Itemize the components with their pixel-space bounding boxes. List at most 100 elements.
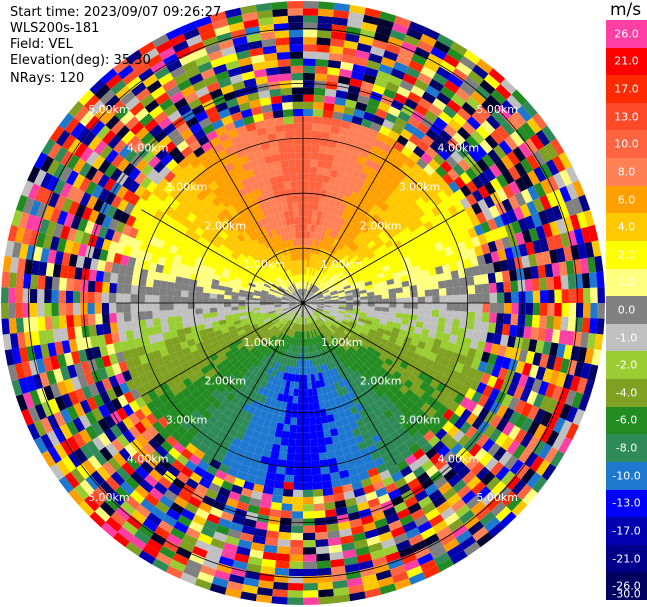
velocity-gate [412,448,426,461]
velocity-gate [202,409,213,421]
velocity-gate [303,159,311,167]
velocity-gate [439,256,449,266]
velocity-gate [236,256,245,264]
velocity-gate [401,318,410,326]
velocity-gate [256,361,264,370]
velocity-gate [443,468,457,482]
velocity-gate [180,398,191,409]
velocity-gate [581,272,591,289]
velocity-gate [472,64,489,80]
velocity-gate [61,340,71,354]
velocity-gate [243,273,252,280]
velocity-gate [411,431,424,443]
velocity-gate [327,220,334,230]
velocity-gate [530,265,539,279]
velocity-gate [307,316,311,324]
velocity-gate [339,275,347,282]
velocity-gate [361,21,378,33]
velocity-gate [309,323,314,331]
velocity-gate [153,325,163,335]
velocity-gate [417,340,427,350]
velocity-gate [205,447,217,459]
velocity-gate [443,124,457,138]
velocity-gate [340,61,354,71]
velocity-gate [68,390,80,406]
velocity-gate [94,104,110,121]
velocity-gate [364,587,382,599]
velocity-gate [420,65,436,79]
velocity-gate [477,233,488,246]
velocity-gate [238,464,250,474]
velocity-gate [215,265,225,273]
velocity-gate [312,239,317,247]
velocity-gate [297,353,301,361]
velocity-gate [270,368,278,377]
velocity-gate [291,276,296,284]
velocity-gate [404,157,417,169]
velocity-gate [387,36,404,48]
velocity-gate [194,226,205,237]
velocity-gate [303,303,310,305]
velocity-gate [461,490,477,505]
velocity-gate [316,280,323,287]
velocity-gate [542,250,552,265]
velocity-gate [146,53,163,68]
velocity-gate [368,270,377,278]
velocity-gate [129,247,139,259]
velocity-gate [147,389,159,401]
velocity-gate [385,81,400,93]
velocity-gate [283,327,289,335]
velocity-gate [348,206,357,216]
velocity-gate [135,364,146,377]
velocity-gate [291,322,296,330]
velocity-gate [229,460,242,471]
velocity-gate [40,247,50,263]
velocity-gate [284,474,294,483]
velocity-gate [218,39,235,50]
velocity-gate [354,162,365,172]
velocity-gate [110,79,127,95]
velocity-gate [188,552,206,565]
velocity-gate [447,205,459,217]
velocity-gate [11,379,23,397]
velocity-gate [324,95,336,105]
velocity-gate [300,324,302,332]
velocity-gate [327,283,335,289]
velocity-gate [407,425,419,438]
velocity-gate [310,246,315,254]
velocity-gate [389,29,407,42]
velocity-gate [365,369,375,378]
velocity-gate [244,257,253,265]
velocity-gate [355,494,368,505]
velocity-gate [270,95,282,105]
velocity-gate [54,395,67,412]
velocity-gate [286,288,293,294]
velocity-gate [252,61,266,71]
velocity-gate [316,210,323,219]
velocity-gate [384,380,394,390]
velocity-gate [312,344,316,353]
velocity-gate [399,384,410,395]
velocity-gate [91,155,106,170]
velocity-gate [33,344,43,360]
velocity-gate [104,261,114,273]
velocity-gate [591,349,602,366]
velocity-gate [337,291,346,296]
velocity-gate [138,319,147,329]
velocity-gate [371,338,380,347]
velocity-gate [496,485,512,502]
velocity-gate [191,47,208,60]
velocity-gate [409,383,420,394]
velocity-gate [139,479,154,493]
velocity-gate [479,452,493,467]
velocity-gate [292,489,303,498]
velocity-gate [381,265,391,273]
velocity-gate [445,318,454,327]
velocity-gate [485,332,495,344]
velocity-gate [237,329,246,336]
velocity-gate [291,293,298,299]
velocity-gate [355,49,370,60]
velocity-gate [205,130,219,142]
velocity-gate [67,138,82,155]
velocity-gate [241,402,251,412]
